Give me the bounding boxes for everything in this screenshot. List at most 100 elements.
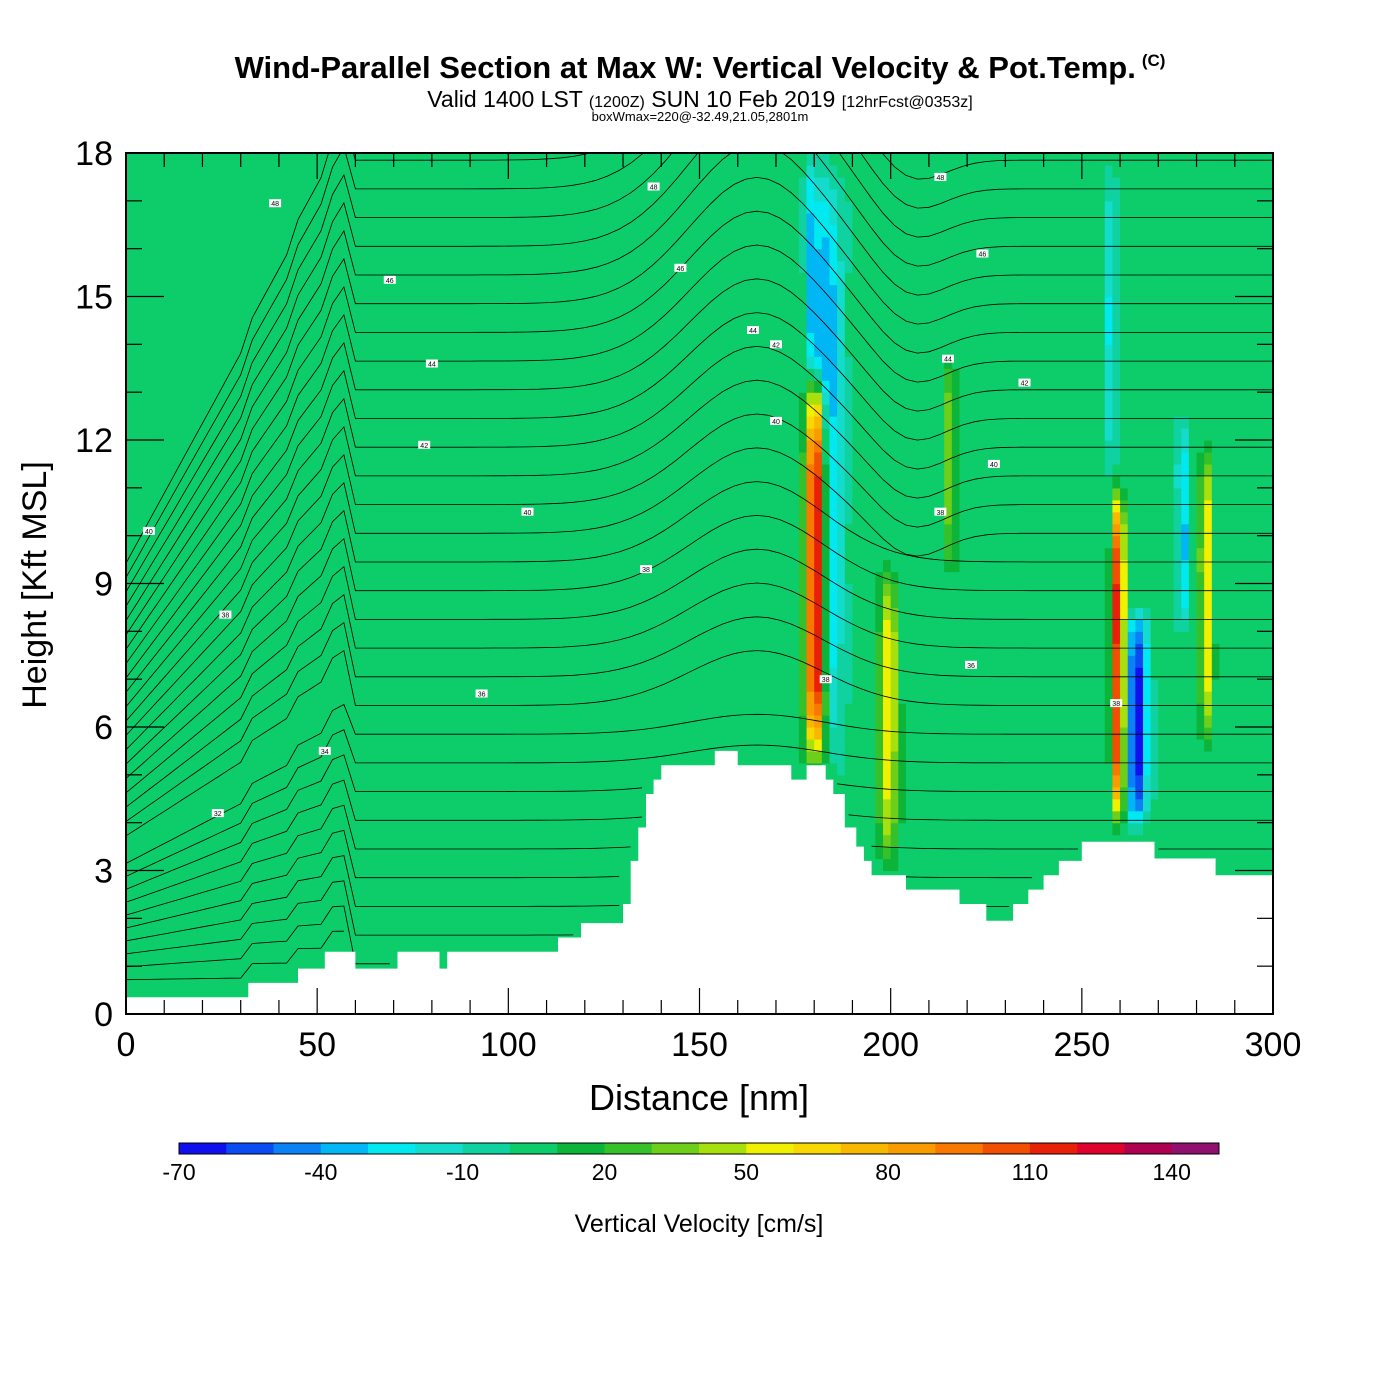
velocity-cell bbox=[324, 392, 334, 405]
velocity-cell bbox=[164, 655, 173, 668]
velocity-cell bbox=[278, 368, 288, 381]
velocity-cell bbox=[347, 499, 356, 513]
velocity-cell bbox=[523, 320, 532, 333]
velocity-cell bbox=[531, 906, 540, 919]
velocity-cell bbox=[194, 715, 204, 728]
velocity-cell bbox=[133, 392, 142, 405]
velocity-cell bbox=[500, 320, 509, 333]
velocity-cell bbox=[133, 499, 142, 513]
velocity-cell bbox=[638, 164, 647, 178]
velocity-cell bbox=[332, 344, 341, 357]
velocity-cell bbox=[332, 930, 341, 943]
velocity-cell bbox=[240, 750, 249, 764]
velocity-cell bbox=[523, 810, 532, 824]
velocity-cell bbox=[515, 332, 525, 345]
velocity-cell bbox=[164, 858, 173, 872]
velocity-cell bbox=[233, 535, 242, 549]
velocity-cell bbox=[294, 499, 303, 513]
velocity-cell bbox=[561, 846, 571, 860]
velocity-cell bbox=[447, 715, 456, 728]
velocity-cell bbox=[447, 344, 456, 357]
velocity-cell bbox=[408, 882, 418, 896]
velocity-cell bbox=[355, 499, 364, 513]
velocity-cell bbox=[500, 260, 509, 274]
velocity-cell bbox=[278, 870, 288, 884]
velocity-cell bbox=[477, 750, 486, 764]
velocity-cell bbox=[424, 715, 433, 728]
velocity-cell bbox=[133, 571, 142, 585]
velocity-cell bbox=[439, 248, 448, 262]
velocity-cell bbox=[210, 858, 219, 872]
velocity-cell bbox=[240, 774, 249, 788]
velocity-cell bbox=[210, 679, 219, 692]
velocity-cell bbox=[600, 786, 609, 800]
velocity-cell bbox=[607, 212, 616, 226]
velocity-cell bbox=[385, 762, 395, 776]
velocity-cell bbox=[645, 356, 655, 369]
velocity-cell bbox=[408, 762, 418, 776]
velocity-cell bbox=[431, 344, 441, 357]
velocity-cell bbox=[523, 451, 532, 465]
velocity-cell bbox=[286, 750, 295, 764]
velocity-cell bbox=[309, 703, 318, 716]
velocity-cell bbox=[126, 224, 135, 238]
velocity-cell bbox=[324, 248, 334, 262]
velocity-cell bbox=[271, 296, 280, 310]
velocity-cell bbox=[187, 858, 196, 872]
velocity-cell bbox=[600, 212, 609, 226]
velocity-cell bbox=[584, 499, 594, 513]
velocity-cell bbox=[485, 691, 494, 704]
velocity-cell bbox=[630, 380, 639, 393]
velocity-cell bbox=[347, 308, 356, 322]
velocity-cell bbox=[607, 451, 616, 465]
velocity-cell bbox=[623, 703, 632, 716]
velocity-cell bbox=[431, 930, 441, 943]
velocity-cell bbox=[431, 667, 441, 680]
velocity-cell bbox=[462, 428, 471, 441]
velocity-cell bbox=[225, 583, 234, 597]
velocity-cell bbox=[393, 511, 402, 525]
velocity-cell bbox=[645, 547, 655, 561]
velocity-cell bbox=[569, 308, 578, 322]
velocity-cell bbox=[584, 200, 594, 214]
velocity-cell bbox=[607, 248, 616, 262]
velocity-cell bbox=[554, 475, 563, 489]
velocity-cell bbox=[584, 583, 594, 597]
velocity-cell bbox=[408, 284, 418, 298]
velocity-cell bbox=[385, 463, 395, 477]
velocity-cell bbox=[447, 212, 456, 226]
velocity-cell bbox=[194, 236, 204, 250]
velocity-cell bbox=[340, 679, 349, 692]
velocity-cell bbox=[317, 715, 326, 728]
velocity-cell bbox=[569, 798, 578, 812]
velocity-cell bbox=[493, 153, 502, 166]
velocity-cell bbox=[210, 762, 219, 776]
velocity-cell bbox=[554, 428, 563, 441]
velocity-cell bbox=[623, 535, 632, 549]
velocity-cell bbox=[148, 930, 158, 943]
velocity-cell bbox=[500, 499, 509, 513]
velocity-cell bbox=[164, 715, 173, 728]
velocity-cell bbox=[164, 535, 173, 549]
velocity-cell bbox=[332, 822, 341, 836]
velocity-cell bbox=[493, 212, 502, 226]
velocity-cell bbox=[531, 212, 540, 226]
velocity-cell bbox=[179, 475, 188, 489]
velocity-cell bbox=[340, 236, 349, 250]
velocity-cell bbox=[225, 523, 234, 537]
velocity-cell bbox=[378, 499, 387, 513]
velocity-cell bbox=[194, 942, 204, 955]
velocity-cell bbox=[126, 571, 135, 585]
velocity-cell bbox=[278, 248, 288, 262]
velocity-cell bbox=[271, 679, 280, 692]
velocity-cell bbox=[164, 595, 173, 609]
velocity-cell bbox=[416, 344, 425, 357]
velocity-cell bbox=[546, 918, 555, 931]
velocity-cell bbox=[592, 834, 601, 848]
velocity-cell bbox=[355, 332, 364, 345]
velocity-cell bbox=[309, 954, 318, 967]
velocity-cell bbox=[255, 332, 265, 345]
velocity-cell bbox=[171, 715, 181, 728]
velocity-cell bbox=[554, 463, 563, 477]
velocity-cell bbox=[194, 930, 204, 943]
